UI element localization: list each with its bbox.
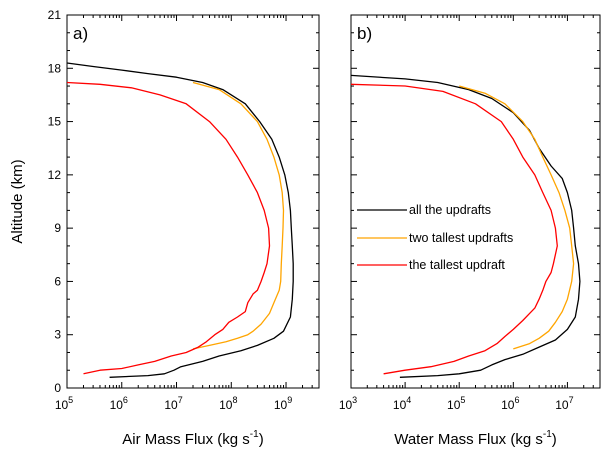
y-tick-label: 6 [54, 274, 61, 288]
y-tick-label: 18 [48, 61, 62, 75]
y-tick-label: 9 [54, 221, 61, 235]
x-tick-label: 105 [55, 395, 73, 412]
x-tick-label: 105 [447, 395, 465, 412]
y-tick-label: 15 [48, 115, 62, 129]
x-tick-label: 107 [555, 395, 573, 412]
x-tick-label: 106 [110, 395, 128, 412]
series-line-3 [350, 83, 558, 375]
panel-b: 103 104 105 106 107 Water Mass Flux (kg s-1) b… [339, 14, 601, 448]
series-line-1 [350, 74, 581, 378]
x-tick-label: 106 [501, 395, 519, 412]
series-line-2 [459, 85, 575, 350]
x-tick-label: 104 [393, 395, 411, 412]
legend-label: all the updrafts [409, 203, 491, 217]
legend-label: two tallest updrafts [409, 231, 513, 245]
x-axis-title: Water Mass Flux (kg s-1) [394, 429, 557, 448]
y-tick-label: 0 [54, 381, 61, 395]
y-axis-title: Altitude (km) [9, 159, 26, 243]
panel-label: b) [357, 24, 372, 43]
panel-a: 0 3 6 9 12 15 18 21 105 106 107 108 109 Air Mass Flux… [9, 8, 320, 448]
series-line-3 [66, 81, 271, 375]
legend-label: the tallest updraft [409, 258, 505, 272]
x-axis-title: Air Mass Flux (kg s-1) [122, 429, 263, 448]
x-tick-label: 107 [164, 395, 182, 412]
y-tick-label: 3 [54, 328, 61, 342]
plot-frame [66, 14, 320, 389]
panel-label: a) [73, 24, 88, 43]
series-line-2 [192, 81, 285, 350]
legend: all the updrafts two tallest updrafts the … [357, 203, 513, 272]
series-line-1 [66, 62, 294, 378]
x-tick-label: 103 [339, 395, 357, 412]
y-tick-label: 12 [48, 168, 62, 182]
x-tick-label: 109 [274, 395, 292, 412]
plot-frame [350, 14, 601, 389]
x-tick-label: 108 [219, 395, 237, 412]
y-tick-label: 21 [48, 8, 62, 22]
